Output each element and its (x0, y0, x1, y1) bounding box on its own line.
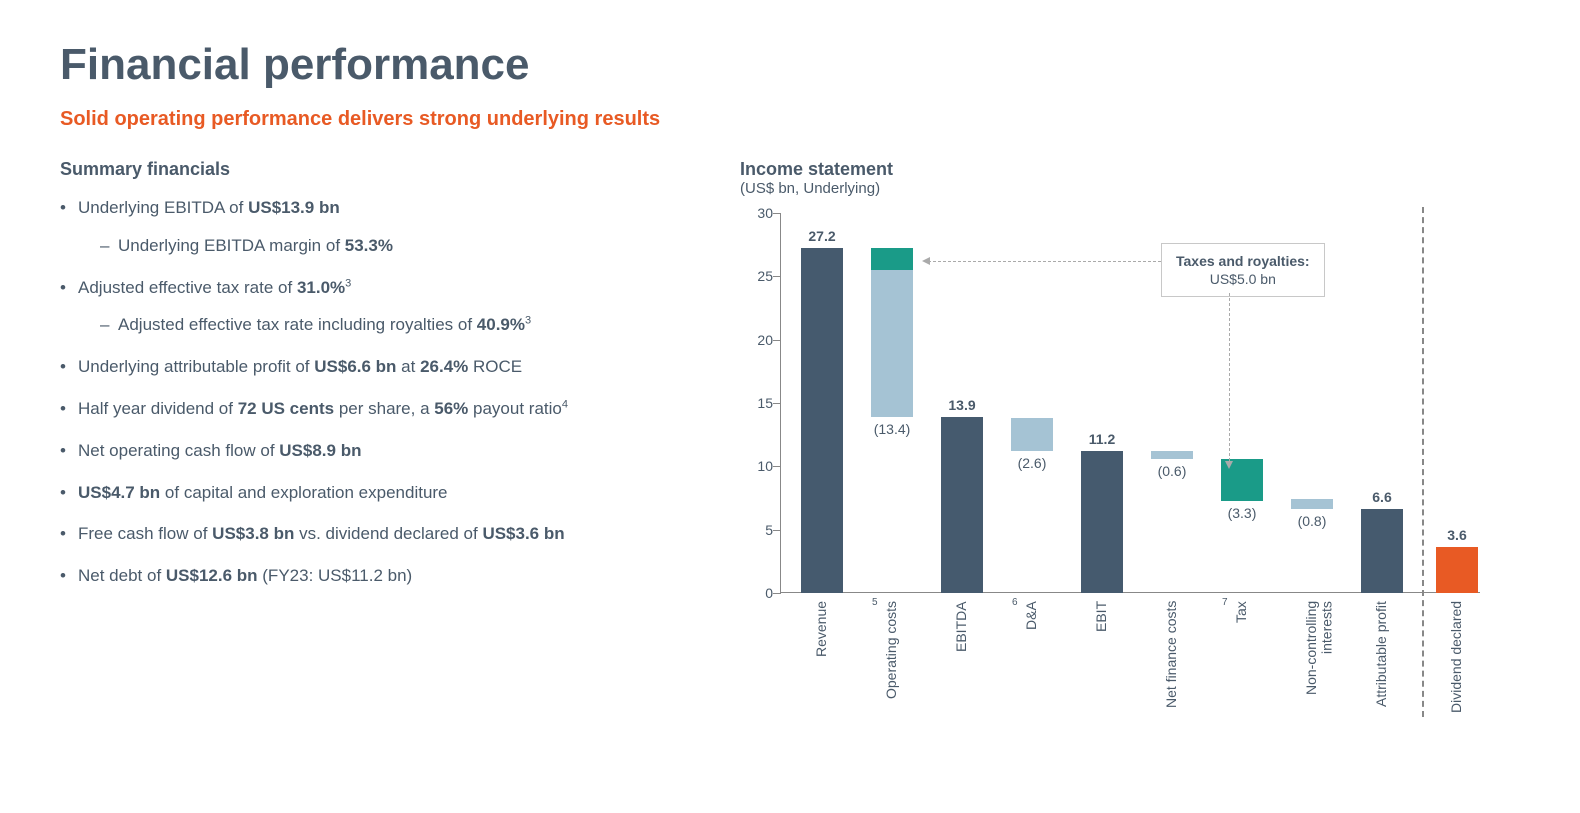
bar-value-label: (2.6) (1002, 455, 1062, 471)
y-tick (773, 276, 781, 277)
bar-value-label: (0.6) (1142, 463, 1202, 479)
bar-value-label: 3.6 (1427, 527, 1487, 543)
callout-arrow-horizontal (928, 261, 1161, 262)
footnote-marker: 7 (1222, 597, 1228, 608)
bar-value-label: (13.4) (862, 421, 922, 437)
summary-item: Adjusted effective tax rate of 31.0%3Adj… (60, 276, 700, 338)
chart-subtitle: (US$ bn, Underlying) (740, 180, 1520, 197)
y-tick-label: 30 (745, 205, 773, 221)
arrowhead-icon (922, 257, 930, 265)
x-axis-label: Net finance costs (1164, 601, 1179, 731)
x-axis-label: D&A (1024, 601, 1039, 731)
summary-item: US$4.7 bn of capital and exploration exp… (60, 481, 700, 505)
y-tick-label: 20 (745, 332, 773, 348)
x-axis-label: Operating costs (884, 601, 899, 731)
chart-bar (941, 417, 983, 593)
page-title: Financial performance (60, 40, 1520, 90)
x-axis-label: Tax (1234, 601, 1249, 731)
summary-panel: Summary financials Underlying EBITDA of … (60, 159, 700, 703)
chart-divider (1422, 207, 1424, 717)
chart-bar (1081, 451, 1123, 593)
summary-subitem: Underlying EBITDA margin of 53.3% (78, 234, 700, 258)
y-tick (773, 593, 781, 594)
chart-bar (1436, 547, 1478, 593)
summary-item: Underlying attributable profit of US$6.6… (60, 355, 700, 379)
summary-item: Free cash flow of US$3.8 bn vs. dividend… (60, 522, 700, 546)
chart-bar-overlay (871, 248, 913, 270)
chart-bar (1151, 451, 1193, 459)
content-row: Summary financials Underlying EBITDA of … (60, 159, 1520, 703)
chart-wrap: 0 5 10 15 20 25 30 27.2 (13.4) 13.9 (2.6) 11.2 (0.6)… (740, 203, 1500, 703)
x-axis-label: EBIT (1094, 601, 1109, 731)
summary-heading: Summary financials (60, 159, 700, 180)
chart-callout: Taxes and royalties:US$5.0 bn (1161, 243, 1325, 297)
y-tick-label: 0 (745, 585, 773, 601)
chart-bar (1361, 509, 1403, 593)
x-axis-label: Revenue (814, 601, 829, 731)
chart-plot: 05101520253027.2(13.4)13.9(2.6)11.2(0.6)… (780, 213, 1480, 593)
summary-item: Underlying EBITDA of US$13.9 bnUnderlyin… (60, 196, 700, 258)
callout-arrow-vertical (1229, 293, 1230, 461)
bar-value-label: 11.2 (1072, 431, 1132, 447)
x-axis-label: EBITDA (954, 601, 969, 731)
summary-item: Net debt of US$12.6 bn (FY23: US$11.2 bn… (60, 564, 700, 588)
y-tick (773, 403, 781, 404)
chart-bar (801, 248, 843, 593)
y-tick-label: 10 (745, 458, 773, 474)
chart-bar (871, 248, 913, 416)
bar-value-label: 13.9 (932, 397, 992, 413)
x-axis-label: Attributable profit (1374, 601, 1389, 731)
footnote-marker: 6 (1012, 597, 1018, 608)
y-tick-label: 25 (745, 268, 773, 284)
footnote-marker: 5 (872, 597, 878, 608)
page-subtitle: Solid operating performance delivers str… (60, 108, 1520, 131)
y-tick (773, 213, 781, 214)
bar-value-label: (3.3) (1212, 505, 1272, 521)
summary-item: Half year dividend of 72 US cents per sh… (60, 397, 700, 421)
chart-title: Income statement (740, 159, 1520, 180)
y-tick-label: 15 (745, 395, 773, 411)
summary-subitem: Adjusted effective tax rate including ro… (78, 313, 700, 337)
bar-value-label: 6.6 (1352, 489, 1412, 505)
chart-panel: Income statement (US$ bn, Underlying) 0 5… (740, 159, 1520, 703)
chart-bar (1291, 499, 1333, 509)
y-tick-label: 5 (745, 522, 773, 538)
chart-bar (1011, 418, 1053, 451)
y-tick (773, 530, 781, 531)
y-tick (773, 340, 781, 341)
y-tick (773, 466, 781, 467)
x-axis-label: Dividend declared (1449, 601, 1464, 731)
bar-value-label: (0.8) (1282, 513, 1342, 529)
summary-item: Net operating cash flow of US$8.9 bn (60, 439, 700, 463)
bar-value-label: 27.2 (792, 228, 852, 244)
arrowhead-icon (1225, 461, 1233, 469)
x-axis-label: Non-controlling interests (1304, 601, 1335, 731)
summary-list: Underlying EBITDA of US$13.9 bnUnderlyin… (60, 196, 700, 588)
